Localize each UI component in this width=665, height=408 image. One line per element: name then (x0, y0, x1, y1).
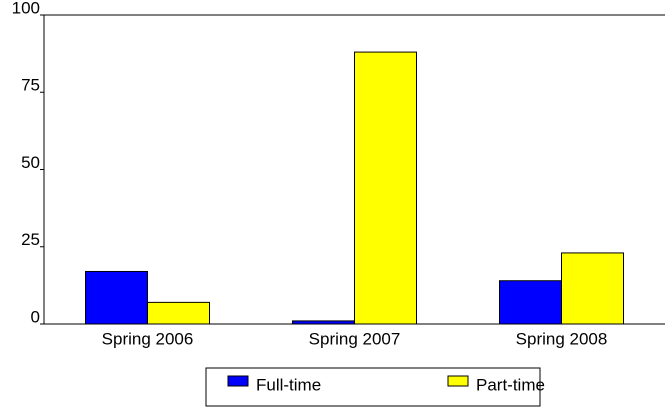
legend-swatch (227, 375, 249, 387)
bar (85, 270, 148, 325)
legend-label: Full-time (256, 375, 321, 394)
y-tick-label: 0 (31, 307, 40, 326)
y-tick-label: 100 (12, 0, 40, 17)
legend-label: Part-time (476, 375, 545, 394)
y-tick-label: 50 (21, 153, 40, 172)
x-tick-label: Spring 2008 (516, 329, 608, 348)
bar (499, 280, 562, 325)
y-tick-label: 25 (21, 230, 40, 249)
legend-swatch (447, 375, 469, 387)
legend-box (205, 367, 541, 407)
bar (354, 51, 417, 325)
x-tick-label: Spring 2007 (309, 329, 401, 348)
bar (561, 252, 624, 325)
bar (147, 301, 210, 325)
x-tick-label: Spring 2006 (102, 329, 194, 348)
y-tick-label: 75 (21, 76, 40, 95)
